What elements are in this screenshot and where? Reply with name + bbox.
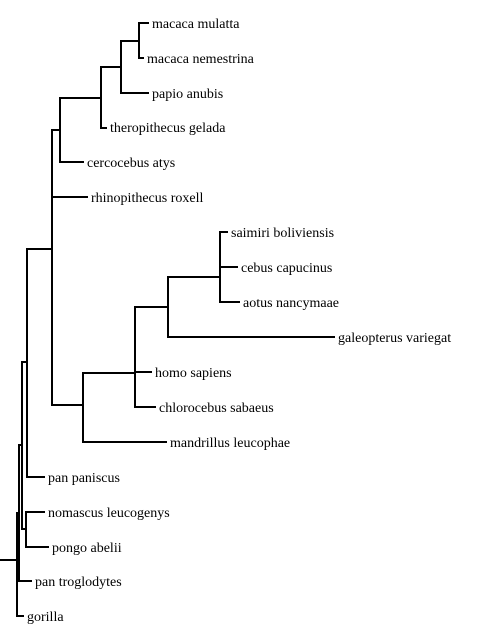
leaf-label-homo-sapiens: homo sapiens	[155, 366, 232, 381]
leaf-label-pongo-abelii: pongo abelii	[52, 541, 122, 556]
leaf-label-macaca-mulatta: macaca mulatta	[152, 17, 240, 32]
leaf-label-saimiri-boliviensis: saimiri boliviensis	[231, 226, 334, 241]
leaf-labels: macaca mulatta macaca nemestrina papio a…	[27, 17, 451, 625]
leaf-label-rhinopithecus-roxell: rhinopithecus roxell	[91, 191, 203, 206]
leaf-label-chlorocebus-sabaeus: chlorocebus sabaeus	[159, 401, 274, 416]
leaf-label-pan-troglodytes: pan troglodytes	[35, 575, 122, 590]
tree-branches	[0, 22, 335, 617]
leaf-label-cebus-capucinus: cebus capucinus	[241, 261, 332, 276]
leaf-label-papio-anubis: papio anubis	[152, 87, 223, 102]
leaf-label-galeopterus-variegat: galeopterus variegat	[338, 331, 451, 346]
leaf-label-gorilla: gorilla	[27, 610, 64, 625]
leaf-label-macaca-nemestrina: macaca nemestrina	[147, 52, 255, 67]
leaf-label-nomascus-leucogenys: nomascus leucogenys	[48, 506, 170, 521]
leaf-label-aotus-nancymaae: aotus nancymaae	[243, 296, 339, 311]
leaf-label-cercocebus-atys: cercocebus atys	[87, 156, 175, 171]
leaf-label-theropithecus-gelada: theropithecus gelada	[110, 121, 226, 136]
leaf-label-mandrillus-leucophae: mandrillus leucophae	[170, 436, 290, 451]
leaf-label-pan-paniscus: pan paniscus	[48, 471, 120, 486]
